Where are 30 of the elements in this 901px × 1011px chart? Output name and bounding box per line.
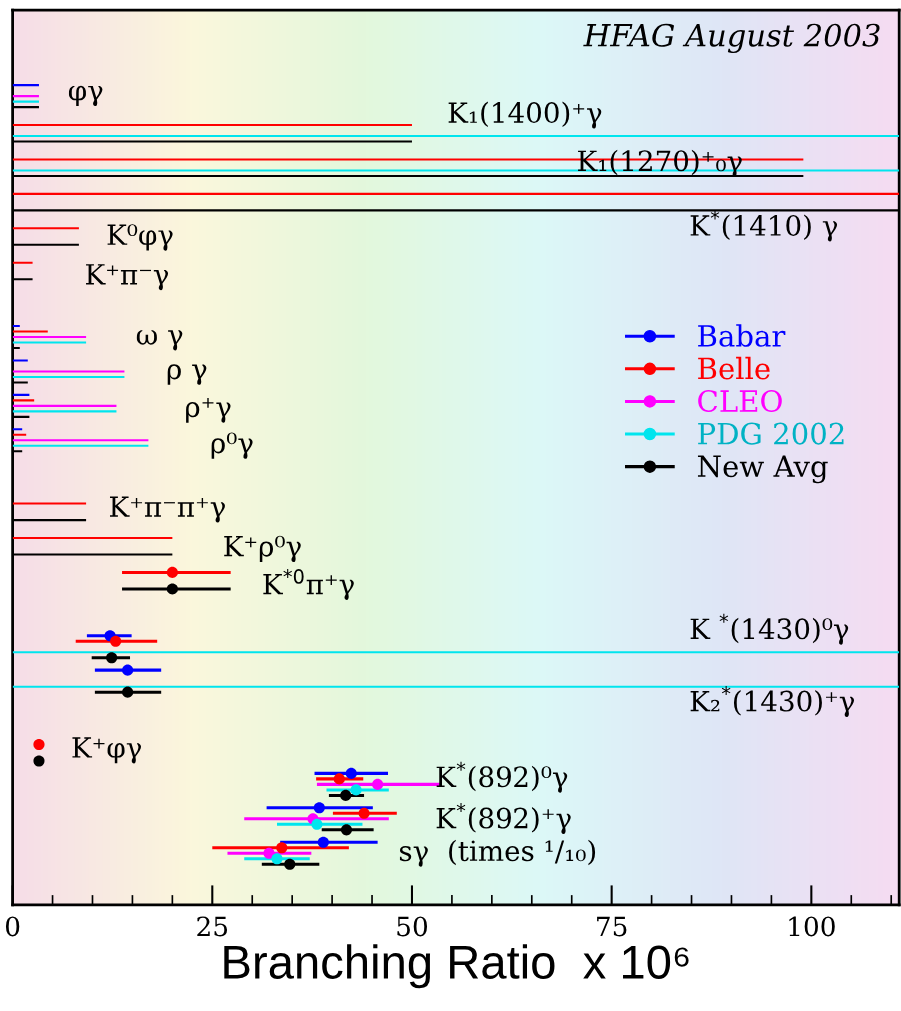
annotation: K⁺π⁻γ — [86, 264, 169, 291]
annotation: K⁺ρ⁰γ — [224, 535, 301, 563]
annotation: ρ⁰γ — [211, 432, 253, 459]
annotation: ρ⁺γ — [186, 398, 231, 423]
legend-label: Belle — [698, 356, 770, 380]
x-tick-label: 50 — [397, 916, 428, 937]
x-tick-label: 25 — [197, 916, 228, 937]
annotation: sγ (times ¹/₁₀) — [399, 839, 596, 867]
legend-label: CLEO — [698, 389, 782, 413]
annotation: ω γ — [136, 330, 183, 351]
x-axis-title: Branching Ratio x 10⁶ — [224, 944, 689, 989]
annotation: K₁(1400)⁺γ — [448, 101, 602, 129]
annotation: ρ γ — [167, 364, 207, 385]
x-tick-label: 0 — [5, 916, 20, 937]
annotation: K$^{*0}$π⁺γ — [263, 569, 354, 600]
legend-label: Babar — [698, 324, 786, 347]
annotation: K$^{*}$(1410) γ — [690, 210, 838, 242]
legend-label: PDG 2002 — [698, 422, 844, 445]
legend-label: New Avg — [697, 455, 828, 484]
x-tick-label: 100 — [789, 916, 835, 937]
annotation: K $^{*}$(1430)⁰γ — [690, 613, 849, 645]
annotation: K⁺φγ — [72, 737, 142, 764]
annotation: K⁰φγ — [107, 224, 173, 251]
annotation: K$^{*}$(892)⁺γ — [436, 803, 571, 834]
annotation: K$^{*}$(892)⁰γ — [436, 761, 568, 793]
annotation: K⁺π⁻π⁺γ — [109, 496, 225, 523]
chart-title: HFAG August 2003 — [583, 23, 880, 54]
annotation: K₂$^{*}$(1430)⁺γ — [690, 686, 855, 717]
annotation: φγ — [68, 85, 103, 107]
x-tick-label: 75 — [597, 916, 627, 937]
